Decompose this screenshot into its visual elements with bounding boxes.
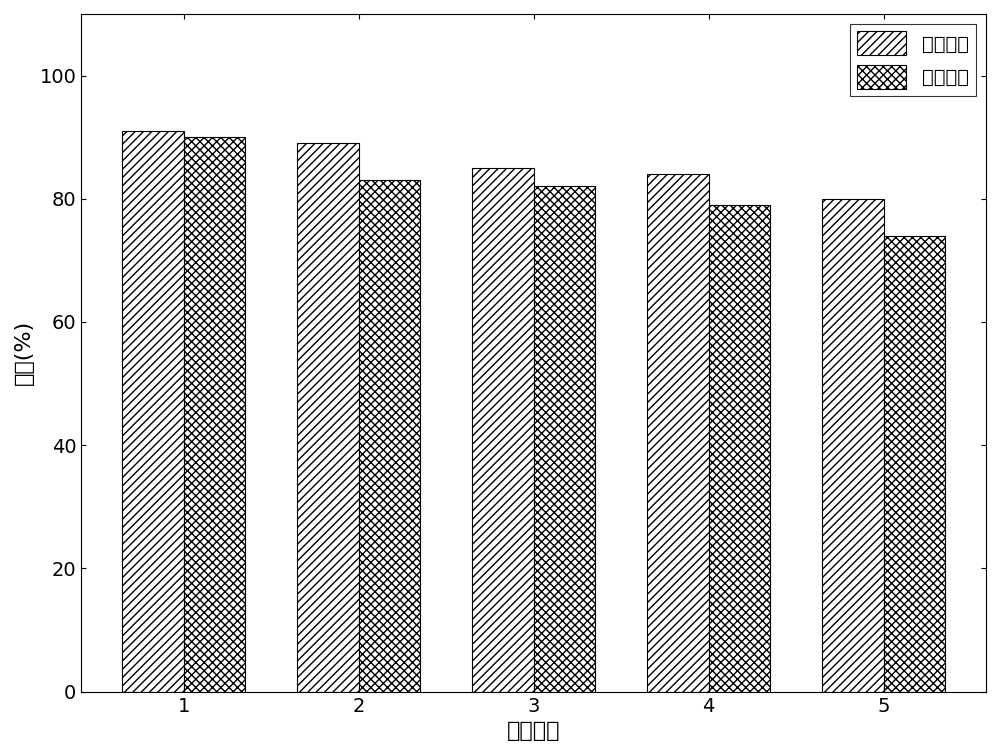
Bar (472, 168, 534, 692)
Legend: 吸附效率, 再生效率: 吸附效率, 再生效率 (850, 23, 976, 97)
Bar (534, 186, 595, 692)
Bar (184, 137, 245, 692)
Bar (709, 205, 770, 692)
Bar (122, 131, 184, 692)
X-axis label: 循环次数: 循环次数 (507, 721, 560, 741)
Bar (884, 236, 945, 692)
Bar (647, 174, 709, 692)
Bar (297, 143, 359, 692)
Bar (822, 199, 884, 692)
Bar (359, 180, 420, 692)
Y-axis label: 效率(%): 效率(%) (14, 320, 34, 385)
